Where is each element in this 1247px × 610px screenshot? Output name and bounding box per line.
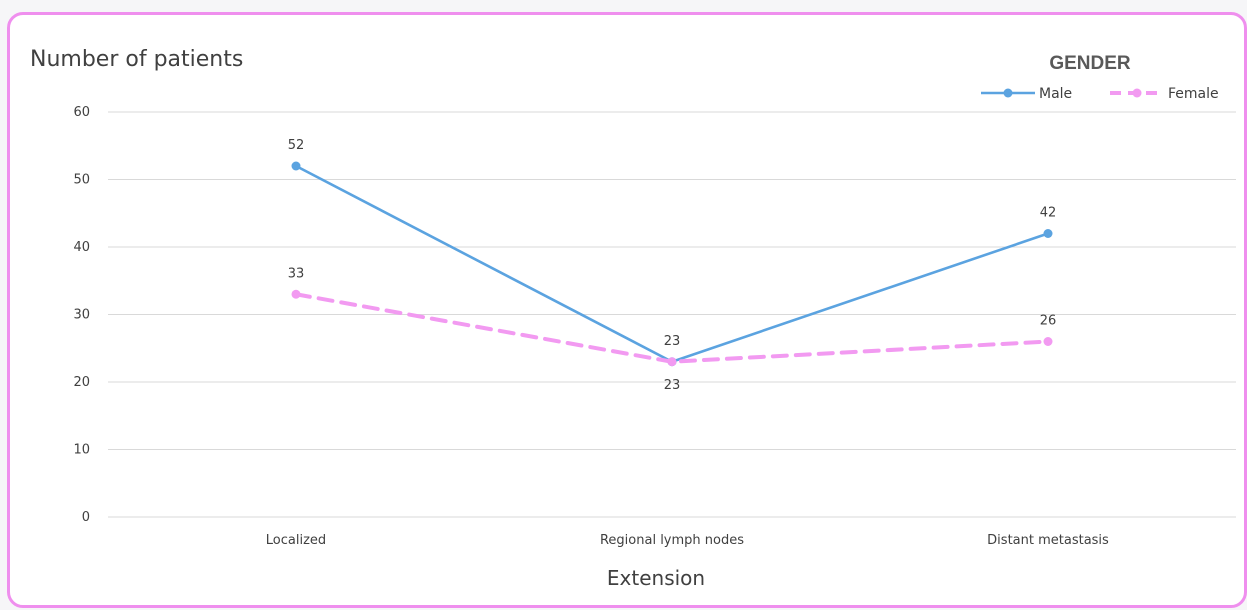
line-chart: Number of patients Extension GENDER 0 10 2… (30, 47, 1236, 590)
legend-item-female[interactable]: Female (1110, 86, 1219, 102)
data-label-male: 52 (288, 138, 305, 153)
legend[interactable]: Male Female (981, 86, 1219, 102)
legend-marker-male (1003, 88, 1013, 98)
gridlines (108, 111, 1236, 518)
data-point-female (667, 357, 677, 367)
x-category-label: Regional lymph nodes (600, 533, 744, 548)
data-label-female: 33 (288, 266, 305, 281)
data-point-female (291, 289, 301, 299)
legend-label-female: Female (1168, 86, 1219, 102)
y-tick-label: 50 (73, 173, 90, 188)
y-tick-label: 60 (73, 105, 90, 120)
x-axis-categories: Localized Regional lymph nodes Distant met… (266, 533, 1109, 548)
data-label-female: 23 (664, 378, 681, 393)
series-line-male (294, 164, 1050, 364)
y-tick-label: 20 (73, 375, 90, 390)
series-line-female (294, 292, 1050, 364)
y-tick-label: 30 (73, 308, 90, 323)
y-tick-label: 10 (73, 443, 90, 458)
y-tick-label: 40 (73, 240, 90, 255)
y-axis-title: Number of patients (30, 47, 243, 72)
x-category-label: Localized (266, 533, 326, 548)
chart-card: Number of patients Extension GENDER 0 10 2… (7, 12, 1247, 608)
legend-marker-female (1132, 88, 1142, 98)
x-axis-title: Extension (607, 566, 705, 590)
data-label-female: 26 (1040, 314, 1057, 329)
y-tick-label: 0 (82, 510, 90, 525)
data-point-male (291, 161, 301, 171)
legend-label-male: Male (1039, 86, 1072, 102)
x-category-label: Distant metastasis (987, 533, 1109, 548)
legend-title: GENDER (1049, 53, 1131, 74)
data-label-male: 23 (664, 334, 681, 349)
data-point-female (1043, 337, 1053, 346)
legend-item-male[interactable]: Male (981, 86, 1072, 102)
data-label-male: 42 (1040, 206, 1057, 221)
data-labels: 52 23 42 33 23 26 (288, 138, 1057, 393)
data-point-male (1043, 229, 1053, 238)
series-group (291, 161, 1053, 367)
y-axis-ticks: 0 10 20 30 40 50 60 (73, 105, 90, 525)
